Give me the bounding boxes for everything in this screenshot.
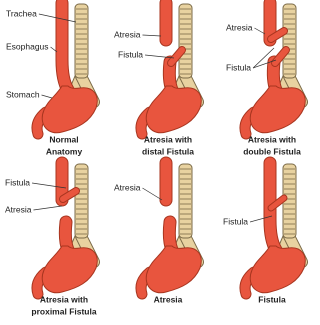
- caption: Atresia with: [248, 134, 296, 144]
- label: Fistula: [223, 216, 248, 226]
- caption: Anatomy: [46, 146, 83, 156]
- diagram: Trachea Esophagus Stomach Normal Anatomy Atre…: [5, 0, 308, 316]
- panel: Atresia Atresia: [114, 156, 204, 304]
- caption: Atresia with: [144, 134, 192, 144]
- trachea: [282, 3, 297, 79]
- stomach: [145, 85, 202, 134]
- leader-line: [33, 205, 63, 211]
- stomach: [41, 245, 98, 294]
- leader-line: [252, 59, 277, 69]
- esophagus: [168, 47, 185, 66]
- leader-line: [38, 13, 77, 23]
- label: Atresia: [114, 182, 141, 192]
- caption: Fistula: [258, 294, 286, 304]
- panel: Fistula Fistula: [223, 156, 308, 304]
- leader-line: [142, 34, 162, 37]
- label: Trachea: [6, 8, 37, 18]
- leader-line: [142, 187, 163, 201]
- trachea: [74, 3, 89, 79]
- label: Atresia: [226, 22, 253, 32]
- panel: Trachea Esophagus Stomach Normal Anatomy: [6, 0, 100, 156]
- label: Atresia: [5, 204, 32, 214]
- caption: Atresia: [154, 294, 183, 304]
- trachea: [178, 163, 193, 239]
- label: Fistula: [118, 49, 143, 59]
- stomach: [249, 245, 306, 294]
- stomach: [249, 85, 306, 134]
- panel: Fistula Atresia Atresia with proximal Fistu…: [5, 156, 100, 316]
- esophagus: [60, 188, 79, 202]
- leader-line: [145, 54, 175, 59]
- label: Fistula: [226, 62, 251, 72]
- esophagus: [268, 28, 287, 42]
- caption: Normal: [49, 134, 78, 144]
- panel: Atresia Fistula Atresia with double Fistula: [226, 0, 308, 156]
- caption: Atresia with: [40, 294, 88, 304]
- label: Atresia: [114, 29, 141, 39]
- label: Fistula: [5, 177, 30, 187]
- leader-line: [252, 47, 275, 69]
- esophagus: [56, 0, 74, 96]
- label: Esophagus: [6, 41, 49, 51]
- leader-line: [31, 182, 67, 189]
- caption: distal Fistula: [142, 146, 194, 156]
- caption: double Fistula: [243, 146, 301, 156]
- leader-line: [249, 215, 273, 223]
- trachea: [178, 3, 193, 79]
- leader-line: [50, 46, 58, 53]
- leader-line: [41, 94, 53, 99]
- esophagus: [272, 47, 289, 66]
- panel: Atresia Fistula Atresia with distal Fistula: [114, 0, 204, 156]
- esophagus: [268, 195, 287, 211]
- trachea: [74, 163, 89, 239]
- caption: proximal Fistula: [31, 306, 96, 316]
- label: Stomach: [6, 89, 40, 99]
- stomach: [145, 245, 202, 294]
- stomach: [41, 85, 98, 134]
- leader-line: [254, 27, 266, 35]
